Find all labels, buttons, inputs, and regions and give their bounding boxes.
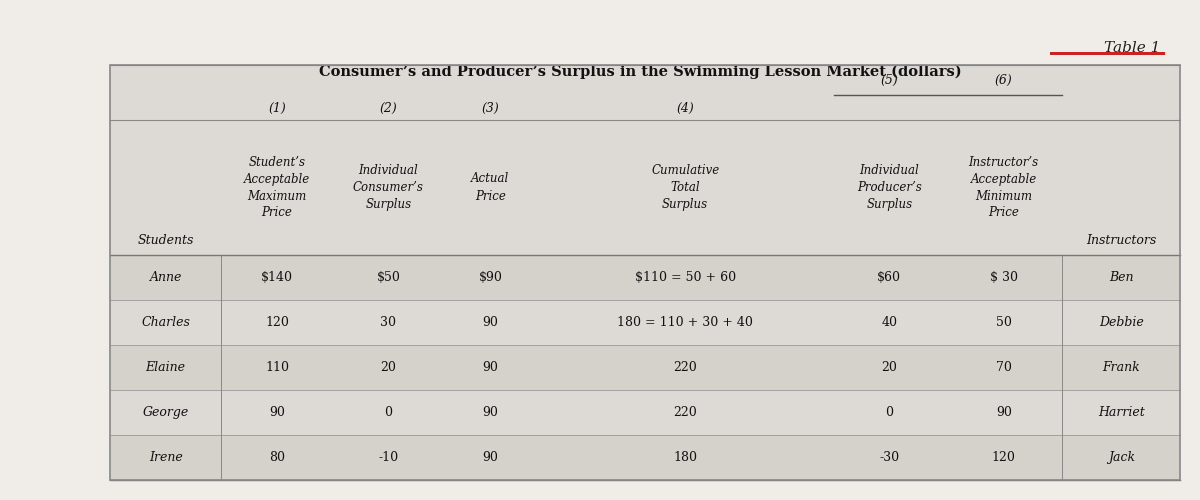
Text: Student’s
Acceptable
Maximum
Price: Student’s Acceptable Maximum Price bbox=[244, 156, 310, 220]
Text: (5): (5) bbox=[881, 74, 898, 86]
Bar bbox=[110, 255, 1180, 300]
Bar bbox=[110, 390, 1180, 435]
Text: $110 = 50 + 60: $110 = 50 + 60 bbox=[635, 271, 736, 284]
Text: 120: 120 bbox=[991, 451, 1015, 464]
Bar bbox=[0, 0, 1200, 65]
Text: 40: 40 bbox=[881, 316, 898, 329]
Text: 70: 70 bbox=[996, 361, 1012, 374]
Text: Students: Students bbox=[138, 234, 194, 246]
Text: 110: 110 bbox=[265, 361, 289, 374]
Text: 0: 0 bbox=[886, 406, 893, 419]
Text: Consumer’s and Producer’s Surplus in the Swimming Lesson Market (dollars): Consumer’s and Producer’s Surplus in the… bbox=[319, 65, 961, 79]
Text: Table 1: Table 1 bbox=[1104, 41, 1160, 55]
Text: Anne: Anne bbox=[150, 271, 182, 284]
Text: Instructors: Instructors bbox=[1086, 234, 1157, 246]
Text: Individual
Consumer’s
Surplus: Individual Consumer’s Surplus bbox=[353, 164, 424, 211]
Text: -30: -30 bbox=[880, 451, 899, 464]
Text: Instructor’s
Acceptable
Minimum
Price: Instructor’s Acceptable Minimum Price bbox=[968, 156, 1039, 220]
Text: Actual
Price: Actual Price bbox=[472, 172, 510, 203]
Text: $60: $60 bbox=[877, 271, 901, 284]
Text: Individual
Producer’s
Surplus: Individual Producer’s Surplus bbox=[857, 164, 922, 211]
Text: 180 = 110 + 30 + 40: 180 = 110 + 30 + 40 bbox=[617, 316, 754, 329]
Text: Frank: Frank bbox=[1103, 361, 1140, 374]
Text: 120: 120 bbox=[265, 316, 289, 329]
Text: 90: 90 bbox=[482, 451, 498, 464]
Text: 90: 90 bbox=[482, 406, 498, 419]
Text: Jack: Jack bbox=[1108, 451, 1135, 464]
Text: $50: $50 bbox=[377, 271, 401, 284]
Text: 80: 80 bbox=[269, 451, 284, 464]
Bar bbox=[110, 345, 1180, 390]
Text: 180: 180 bbox=[673, 451, 697, 464]
Text: (2): (2) bbox=[379, 102, 397, 114]
Bar bbox=[110, 65, 1180, 480]
Text: Irene: Irene bbox=[149, 451, 182, 464]
Text: Elaine: Elaine bbox=[145, 361, 186, 374]
Text: 90: 90 bbox=[482, 316, 498, 329]
Bar bbox=[110, 435, 1180, 480]
Text: Cumulative
Total
Surplus: Cumulative Total Surplus bbox=[652, 164, 719, 211]
Bar bbox=[1050, 52, 1165, 55]
Text: Debbie: Debbie bbox=[1099, 316, 1144, 329]
Text: 90: 90 bbox=[482, 361, 498, 374]
Text: 30: 30 bbox=[380, 316, 396, 329]
Text: $140: $140 bbox=[260, 271, 293, 284]
Text: -10: -10 bbox=[378, 451, 398, 464]
Text: (3): (3) bbox=[481, 102, 499, 114]
Text: Charles: Charles bbox=[142, 316, 190, 329]
Text: 0: 0 bbox=[384, 406, 392, 419]
Text: (1): (1) bbox=[268, 102, 286, 114]
Bar bbox=[110, 65, 1180, 480]
Text: 20: 20 bbox=[380, 361, 396, 374]
Text: 90: 90 bbox=[269, 406, 284, 419]
Text: 220: 220 bbox=[673, 406, 697, 419]
Text: (6): (6) bbox=[995, 74, 1013, 86]
Text: $90: $90 bbox=[479, 271, 503, 284]
Text: George: George bbox=[143, 406, 188, 419]
Text: 220: 220 bbox=[673, 361, 697, 374]
Text: 90: 90 bbox=[996, 406, 1012, 419]
Text: 50: 50 bbox=[996, 316, 1012, 329]
Bar bbox=[110, 300, 1180, 345]
Text: (4): (4) bbox=[677, 102, 694, 114]
Text: Ben: Ben bbox=[1109, 271, 1134, 284]
Text: $ 30: $ 30 bbox=[990, 271, 1018, 284]
Text: 20: 20 bbox=[881, 361, 898, 374]
Text: Harriet: Harriet bbox=[1098, 406, 1145, 419]
